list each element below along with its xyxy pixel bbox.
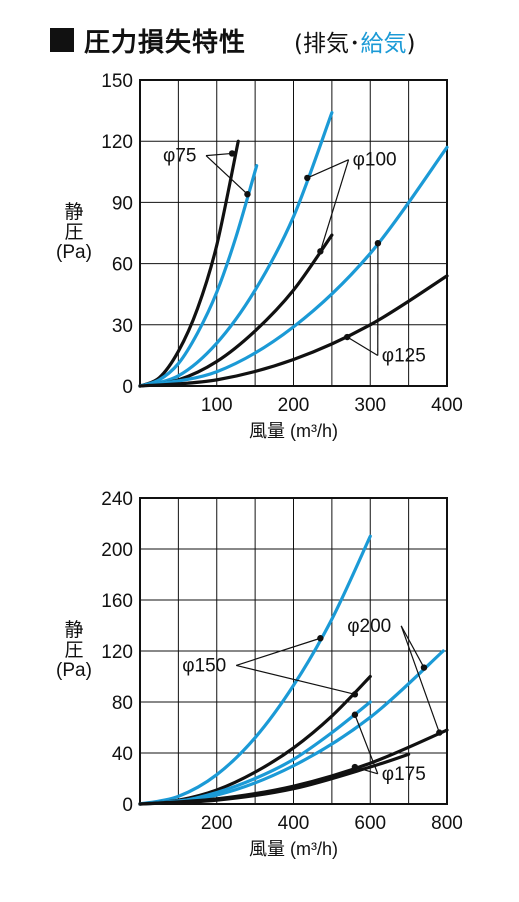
series-annotation-label: φ125 (382, 346, 426, 367)
leader-line (400, 625, 440, 733)
series-line-blue (138, 649, 445, 806)
leader-line (319, 159, 350, 252)
y-tick-label: 240 (101, 490, 133, 510)
y-axis-label-line: (Pa) (56, 660, 92, 681)
series-line-black (138, 274, 449, 388)
leader-dot (351, 711, 359, 718)
leader-dot (344, 333, 351, 341)
page-title: 圧力損失特性 (84, 28, 247, 58)
y-axis-label-line: 圧 (64, 640, 83, 661)
y-tick-label: 160 (101, 591, 133, 612)
x-tick-label: 400 (278, 813, 310, 834)
leader-dot (374, 240, 382, 247)
series-line-blue (138, 164, 259, 388)
series-annotation-label: φ150 (182, 655, 226, 676)
leader-line (354, 714, 379, 774)
series-line-blue (138, 534, 372, 806)
leader-line (205, 155, 248, 195)
leader-line (354, 766, 378, 775)
x-tick-label: 200 (201, 813, 233, 834)
y-axis-label-line: 圧 (64, 222, 83, 243)
leader-dot (244, 191, 251, 198)
x-tick-label: 600 (354, 813, 386, 834)
y-axis-label-line: 静 (64, 619, 83, 641)
series-line-black (138, 752, 411, 806)
y-axis-label: 静圧(Pa) (56, 201, 92, 263)
leader-line (346, 336, 379, 357)
leader-dot (436, 729, 443, 736)
leader-dot (304, 174, 311, 182)
y-tick-label: 90 (112, 193, 133, 214)
y-axis-label: 静圧(Pa) (56, 619, 92, 681)
y-axis-label-line: 静 (64, 201, 83, 223)
y-tick-label: 150 (101, 71, 133, 92)
page-subtitle: (排気･給気) (294, 24, 415, 58)
plot-frame (139, 79, 448, 387)
chart-1: 0 30 60 90 120 150 100 200 300 400 風量 (m³/h) 静圧(Pa)… (56, 71, 463, 441)
x-tick-label: 100 (201, 395, 233, 416)
y-tick-label: 0 (122, 377, 133, 398)
x-tick-label: 400 (431, 395, 463, 416)
leader-dot (228, 150, 236, 157)
series-line-blue (138, 145, 449, 388)
x-axis-label: 風量 (m³/h) (249, 421, 338, 441)
y-tick-label: 80 (112, 693, 133, 714)
leader-dot (317, 248, 324, 255)
series-annotation-label: φ200 (347, 616, 391, 637)
y-tick-label: 30 (112, 316, 133, 337)
leader-dot (351, 691, 359, 698)
subtitle-open: (排気･ (294, 31, 361, 57)
leader-dot (420, 664, 428, 671)
leader-line (236, 664, 356, 695)
y-tick-label: 60 (112, 255, 133, 276)
x-tick-label: 300 (354, 395, 386, 416)
chart-2: 0 40 80 120 160 200 240 200 400 600 800 風量 (m³/h) 静圧… (56, 490, 463, 859)
series-line-blue (138, 111, 334, 388)
series-annotation-label: φ100 (353, 150, 397, 171)
y-axis-label-line: (Pa) (56, 242, 92, 263)
y-tick-label: 0 (122, 795, 133, 816)
series-annotation-label: φ75 (163, 146, 196, 167)
y-tick-label: 200 (101, 540, 133, 561)
leader-line (307, 159, 349, 179)
series-annotation-label: φ175 (382, 764, 426, 785)
leader-line (205, 152, 233, 157)
plot-frame (139, 497, 448, 805)
subtitle-close: ) (406, 31, 416, 57)
y-tick-label: 40 (112, 744, 133, 765)
x-axis-label: 風量 (m³/h) (249, 839, 338, 859)
leader-dot (351, 763, 359, 771)
leader-line (236, 637, 321, 666)
series-line-black (138, 139, 240, 388)
x-tick-label: 800 (431, 813, 463, 834)
title-square-icon (50, 28, 74, 52)
leader-dot (317, 635, 324, 642)
subtitle-blue: 給気 (360, 31, 407, 57)
y-tick-label: 120 (101, 642, 133, 663)
x-tick-label: 200 (278, 395, 310, 416)
header: 圧力損失特性 (排気･給気) (50, 22, 510, 62)
y-tick-label: 120 (101, 132, 133, 153)
leader-line (400, 625, 425, 668)
